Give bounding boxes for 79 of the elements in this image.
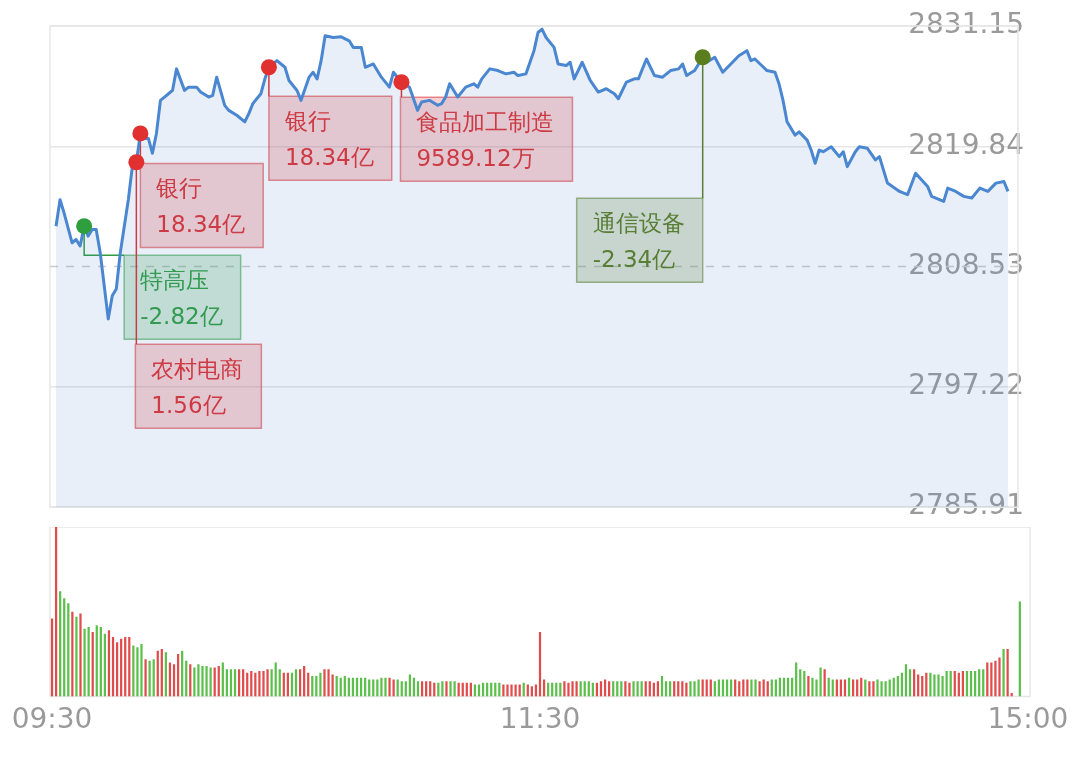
bar xyxy=(933,674,936,697)
annotation: 通信设备 -2.34亿 xyxy=(592,210,685,273)
bar xyxy=(205,665,208,697)
bar xyxy=(994,660,997,697)
bar xyxy=(636,681,639,697)
bar xyxy=(758,681,761,697)
annotation: 银行 18.34亿 xyxy=(283,108,374,171)
bar xyxy=(262,670,265,697)
bar xyxy=(807,676,810,697)
bar xyxy=(319,672,322,697)
y-tick-label: 2831.15 xyxy=(908,7,1024,41)
bar xyxy=(144,659,147,697)
point xyxy=(260,59,277,76)
bar xyxy=(75,616,78,697)
point xyxy=(393,74,410,91)
bar xyxy=(624,681,627,697)
bar xyxy=(79,613,82,697)
bar xyxy=(880,681,883,697)
bar xyxy=(392,679,395,697)
bar xyxy=(441,681,444,697)
y-tick-label: 2808.53 xyxy=(908,247,1024,281)
bar xyxy=(628,682,631,697)
bar xyxy=(136,647,139,697)
bar xyxy=(388,677,391,697)
annotation: 食品加工制造 9589.12万 xyxy=(416,109,555,172)
bar xyxy=(998,657,1001,697)
bar xyxy=(384,677,387,697)
bar xyxy=(506,684,509,697)
x-tick-label: 11:30 xyxy=(499,702,581,736)
point xyxy=(132,125,149,142)
bar xyxy=(632,681,635,697)
y-tick-label: 2797.22 xyxy=(908,368,1024,402)
x-tick-label: 09:30 xyxy=(11,702,93,736)
bar xyxy=(941,676,944,697)
y-tick-label: 2819.84 xyxy=(908,127,1024,161)
annotation: 特高压 -2.82亿 xyxy=(140,267,223,330)
bar xyxy=(697,679,700,697)
bar xyxy=(750,679,753,697)
bar xyxy=(563,681,566,697)
bar xyxy=(1002,648,1005,697)
bar xyxy=(380,677,383,697)
bar xyxy=(876,679,879,697)
bar xyxy=(327,669,330,697)
y-tick-label: 2785.91 xyxy=(908,488,1024,522)
annotation: 银行 18.34亿 xyxy=(155,175,246,238)
annotation: 农村电商 1.56亿 xyxy=(151,356,244,419)
point xyxy=(128,154,145,171)
bar xyxy=(575,681,578,697)
bar xyxy=(819,667,822,697)
x-tick-label: 15:00 xyxy=(987,702,1069,736)
bar xyxy=(323,669,326,697)
bar xyxy=(754,679,757,697)
bar xyxy=(408,674,411,697)
bar xyxy=(693,681,696,697)
bar xyxy=(201,665,204,697)
bar xyxy=(685,682,688,697)
bar xyxy=(917,674,920,697)
bar xyxy=(872,681,875,697)
bar xyxy=(258,670,261,697)
bar xyxy=(571,681,574,697)
bar xyxy=(811,677,814,697)
bar xyxy=(746,679,749,697)
bar xyxy=(937,674,940,697)
bar xyxy=(50,618,54,697)
bar xyxy=(453,681,456,697)
bar xyxy=(83,628,86,697)
bar xyxy=(449,681,452,697)
bar xyxy=(502,684,505,697)
bar xyxy=(197,664,200,697)
bar xyxy=(140,643,143,697)
bar xyxy=(514,684,517,697)
point xyxy=(76,218,93,235)
bar xyxy=(445,681,448,697)
bar xyxy=(510,684,513,697)
point xyxy=(694,49,711,66)
bar xyxy=(266,669,269,697)
bar xyxy=(689,681,692,697)
bar xyxy=(567,682,570,697)
bar xyxy=(164,652,168,697)
